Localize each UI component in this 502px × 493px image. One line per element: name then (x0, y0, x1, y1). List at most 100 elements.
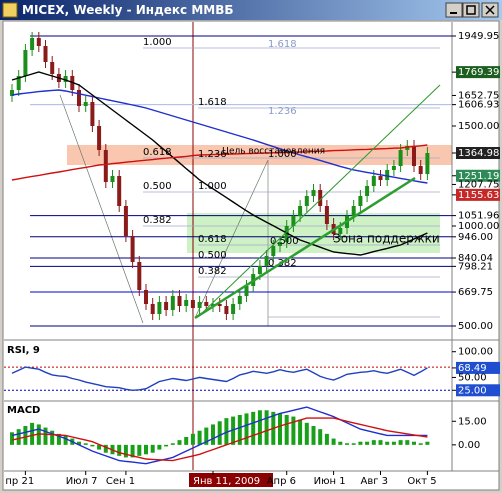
histogram-bar (150, 444, 155, 453)
candle-body (425, 153, 430, 174)
y-tick-label: 1949.95 (458, 31, 499, 42)
histogram-bar (405, 440, 410, 445)
histogram-bar (123, 444, 128, 458)
price-tag (456, 169, 500, 182)
panel-title: MACD (7, 405, 40, 416)
window-icon (2, 2, 18, 18)
histogram-bar (318, 429, 323, 445)
histogram-bar (371, 440, 376, 445)
histogram-bar (398, 440, 403, 445)
y-tick-label: 100.00 (458, 347, 493, 358)
candle-body (197, 302, 202, 308)
y-tick-label: 1364.98 (458, 148, 499, 159)
histogram-bar (385, 441, 390, 445)
histogram-bar (351, 443, 356, 445)
y-tick-label: 1606.93 (458, 100, 499, 111)
candle-body (264, 256, 269, 266)
panel-title: RSI, 9 (7, 345, 40, 356)
candle-body (170, 296, 175, 310)
histogram-bar (137, 444, 142, 456)
fib-label: 0.382 (198, 266, 227, 277)
y-tick-label: 1251.19 (458, 171, 499, 182)
candle-body (298, 206, 303, 216)
maximize-button[interactable] (462, 2, 480, 18)
histogram-bar (324, 433, 329, 445)
annotation: Цель восстановления (222, 147, 325, 157)
fib-label: 1.000 (198, 181, 227, 192)
histogram-bar (264, 410, 269, 445)
x-tick-label: Апр 6 (267, 476, 296, 487)
candle-body (318, 190, 323, 206)
histogram-bar (244, 413, 249, 445)
x-tick-label: Июн 1 (314, 476, 346, 487)
y-tick-label: 500.00 (458, 321, 493, 332)
histogram-bar (365, 441, 370, 445)
histogram-bar (177, 440, 182, 445)
histogram-bar (36, 424, 41, 445)
series-line (11, 144, 428, 181)
y-tick-label: 15.00 (458, 416, 487, 427)
y-tick-label: 0.00 (458, 440, 480, 451)
histogram-bar (338, 441, 343, 445)
candle-body (144, 290, 148, 304)
window-buttons[interactable] (445, 2, 499, 18)
candle-body (83, 102, 88, 106)
fib-label: 0.500 (143, 181, 172, 192)
candle-body (184, 300, 189, 306)
candle-body (103, 150, 108, 182)
candle-body (385, 170, 390, 180)
candle-body (30, 38, 35, 50)
histogram-bar (257, 410, 262, 445)
candle-body (365, 186, 370, 196)
fib-label: 1.000 (143, 37, 172, 48)
histogram-bar (358, 441, 363, 445)
candle-body (338, 228, 343, 234)
trendline (194, 176, 416, 320)
candle-body (418, 166, 423, 174)
candle-body (50, 62, 55, 74)
candle-body (217, 304, 222, 306)
price-tag (456, 66, 500, 79)
series-line (11, 366, 428, 392)
histogram-bar (331, 438, 336, 445)
fib-label: 1.236 (198, 149, 227, 160)
histogram-bar (16, 429, 21, 445)
candle-body (237, 296, 242, 304)
y-tick-label: 1207.75 (458, 179, 499, 190)
histogram-bar (184, 437, 189, 445)
candle-body (398, 150, 403, 166)
histogram-bar (231, 416, 236, 445)
price-tag (456, 188, 500, 201)
candle-body (271, 246, 276, 256)
series-line (11, 406, 428, 465)
fib-label: 0.618 (198, 234, 227, 245)
histogram-bar (412, 441, 416, 445)
histogram-bar (237, 415, 242, 445)
y-tick-label: 798.21 (458, 261, 493, 272)
histogram-bar (63, 435, 68, 445)
window-title: MICEX, Weekly - Индекс ММВБ (22, 3, 234, 17)
fib-label: 0.500 (198, 250, 227, 261)
candle-body (324, 206, 329, 224)
candle-body (224, 306, 229, 314)
candle-body (391, 166, 396, 170)
candle-body (137, 262, 142, 290)
candle-body (90, 102, 95, 126)
histogram-bar (43, 427, 48, 445)
y-tick-label: 1051.96 (458, 211, 499, 222)
y-tick-label: 946.00 (458, 232, 493, 243)
minimize-button[interactable] (445, 2, 463, 18)
price-tag (456, 384, 500, 397)
maximize-icon (466, 5, 476, 15)
histogram-bar (284, 415, 289, 445)
candle-body (110, 176, 115, 182)
y-tick-label: 1155.63 (458, 190, 499, 201)
series-line (11, 71, 428, 256)
candle-body (77, 90, 81, 106)
candle-body (211, 304, 215, 306)
histogram-bar (197, 430, 202, 445)
panel-title-bg (5, 344, 41, 356)
y-tick-label: 1769.39 (458, 67, 499, 78)
histogram-bar (23, 426, 28, 445)
